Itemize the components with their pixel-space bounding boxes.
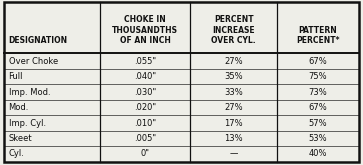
Text: 27%: 27% (224, 57, 243, 66)
Text: 0": 0" (141, 149, 150, 158)
Text: Cyl.: Cyl. (9, 149, 24, 158)
Text: Skeet: Skeet (9, 134, 32, 143)
Text: 73%: 73% (309, 88, 327, 97)
Text: .030": .030" (134, 88, 156, 97)
Text: 27%: 27% (224, 103, 243, 112)
Text: 33%: 33% (224, 88, 243, 97)
Text: Mod.: Mod. (9, 103, 29, 112)
Text: 53%: 53% (309, 134, 327, 143)
Text: 13%: 13% (224, 134, 243, 143)
Text: .005": .005" (134, 134, 156, 143)
Text: .020": .020" (134, 103, 156, 112)
Text: .040": .040" (134, 72, 156, 81)
Text: 35%: 35% (224, 72, 243, 81)
Text: 57%: 57% (309, 118, 327, 128)
Text: Imp. Cyl.: Imp. Cyl. (9, 118, 46, 128)
Text: Imp. Mod.: Imp. Mod. (9, 88, 50, 97)
Text: 75%: 75% (309, 72, 327, 81)
Text: 17%: 17% (224, 118, 243, 128)
Text: PERCENT
INCREASE
OVER CYL.: PERCENT INCREASE OVER CYL. (211, 15, 256, 46)
Text: 67%: 67% (309, 57, 327, 66)
Text: PATTERN
PERCENT*: PATTERN PERCENT* (296, 26, 340, 46)
Text: 40%: 40% (309, 149, 327, 158)
Text: 67%: 67% (309, 103, 327, 112)
Text: .010": .010" (134, 118, 156, 128)
Text: .055": .055" (134, 57, 156, 66)
Text: CHOKE IN
THOUSANDTHS
OF AN INCH: CHOKE IN THOUSANDTHS OF AN INCH (112, 15, 178, 46)
Text: —: — (229, 149, 238, 158)
Text: Full: Full (9, 72, 23, 81)
Text: Over Choke: Over Choke (9, 57, 58, 66)
Text: DESIGNATION: DESIGNATION (9, 36, 68, 46)
